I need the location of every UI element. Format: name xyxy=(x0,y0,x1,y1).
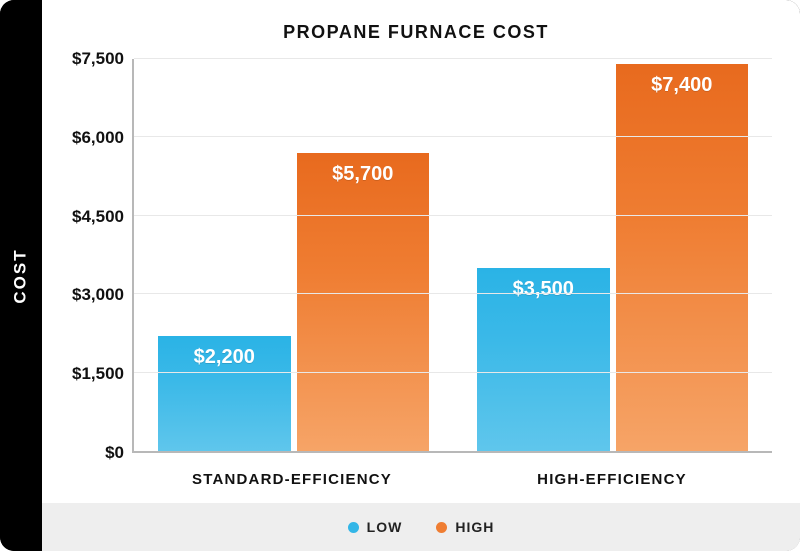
chart-frame: COST PROPANE FURNACE COST $0 $1,500 $3,000… xyxy=(0,0,800,551)
legend-item-low: LOW xyxy=(348,519,403,535)
chart-panel: PROPANE FURNACE COST $0 $1,500 $3,000 $4,50… xyxy=(42,0,800,551)
y-tick-label: $1,500 xyxy=(72,364,124,384)
y-tick-label: $4,500 xyxy=(72,207,124,227)
y-axis-label: COST xyxy=(11,248,31,303)
y-axis-label-strip: COST xyxy=(0,0,42,551)
y-ticks: $0$1,500$3,000$4,500$6,000$7,500 xyxy=(60,59,132,453)
bar-value-label: $7,400 xyxy=(651,74,712,97)
bar-high: $7,400 xyxy=(616,64,749,451)
chart-title: PROPANE FURNACE COST xyxy=(60,22,772,43)
gridline xyxy=(134,136,772,137)
x-tick-label: HIGH-EFFICIENCY xyxy=(452,459,772,503)
y-tick-label: $7,500 xyxy=(72,49,124,69)
plot-row: $0$1,500$3,000$4,500$6,000$7,500 $2,200$… xyxy=(60,59,772,459)
legend-swatch-low xyxy=(348,522,359,533)
y-tick-label: $0 xyxy=(105,443,124,463)
bar-group: $3,500 $7,400 xyxy=(453,59,772,451)
legend-label-low: LOW xyxy=(367,519,403,535)
bar-value-label: $2,200 xyxy=(194,346,255,369)
gridline xyxy=(134,215,772,216)
x-tick-label: STANDARD-EFFICIENCY xyxy=(132,459,452,503)
bar-group: $2,200 $5,700 xyxy=(134,59,453,451)
gridline xyxy=(134,58,772,59)
gridline xyxy=(134,293,772,294)
gridline xyxy=(134,372,772,373)
bar-value-label: $5,700 xyxy=(332,163,393,186)
bar-low: $3,500 xyxy=(477,268,610,451)
bar-value-label: $3,500 xyxy=(513,278,574,301)
legend-label-high: HIGH xyxy=(455,519,494,535)
y-tick-label: $3,000 xyxy=(72,285,124,305)
legend: LOW HIGH xyxy=(42,503,800,551)
plot-area: $2,200 $5,700 $3,500 $7,400 xyxy=(132,59,772,453)
legend-swatch-high xyxy=(436,522,447,533)
x-ticks: STANDARD-EFFICIENCY HIGH-EFFICIENCY xyxy=(60,459,772,503)
bars-layer: $2,200 $5,700 $3,500 $7,400 xyxy=(134,59,772,451)
y-tick-label: $6,000 xyxy=(72,128,124,148)
bar-low: $2,200 xyxy=(158,336,291,451)
legend-item-high: HIGH xyxy=(436,519,494,535)
bar-high: $5,700 xyxy=(297,153,430,451)
